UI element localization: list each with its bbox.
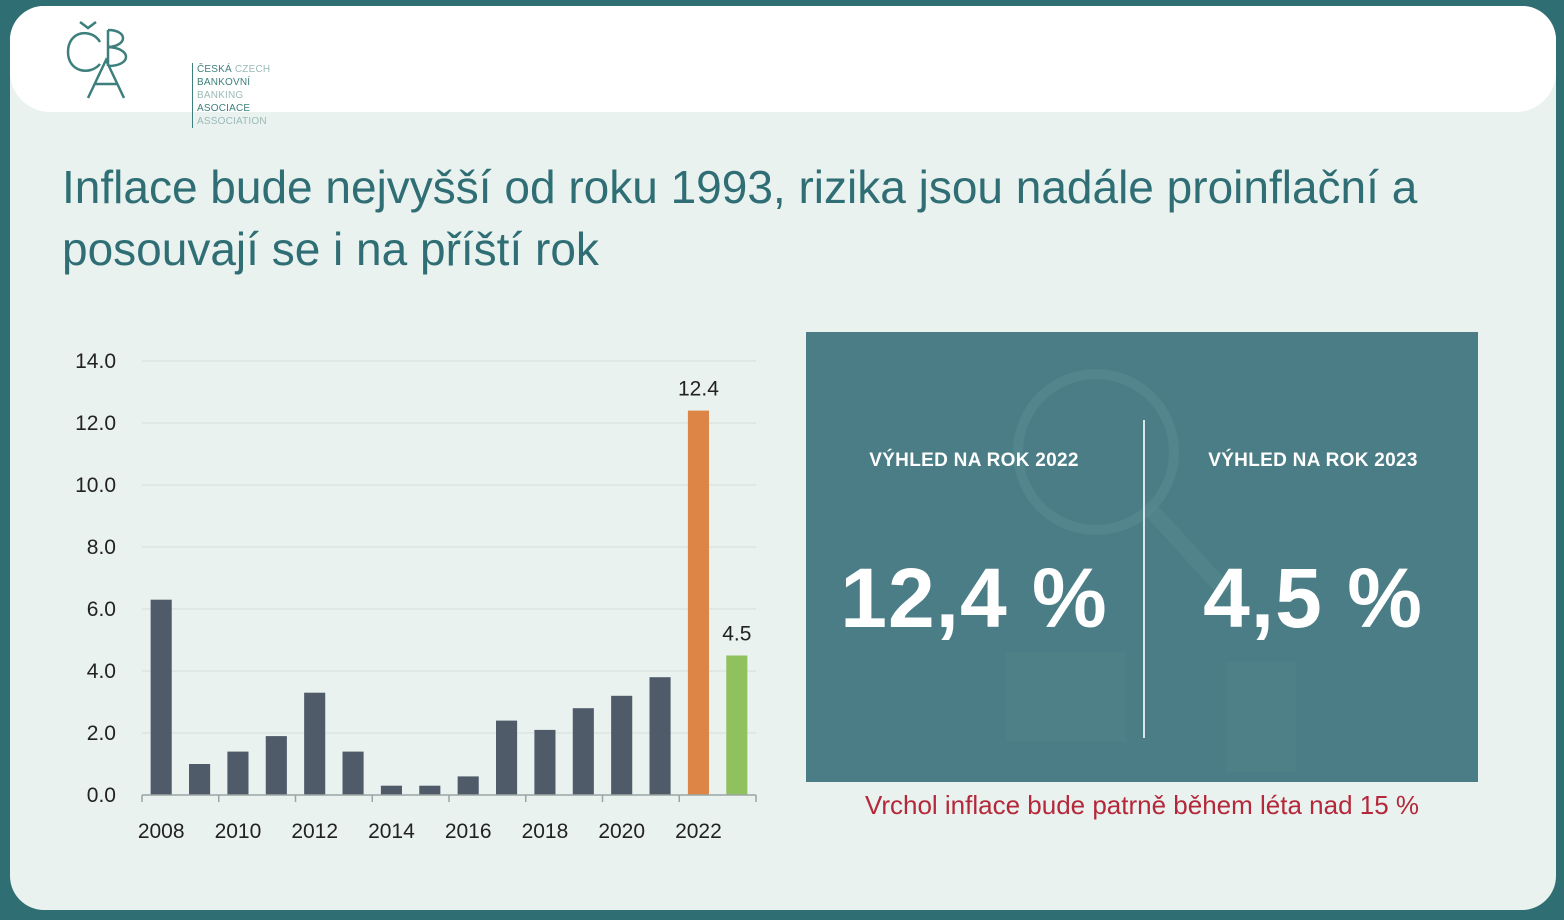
bar-2019 (572, 708, 594, 795)
inflation-bar-chart: 0.0 2.0 4.0 6.0 8.0 10.0 12.0 14.0 12.4 4.5 2008… (75, 350, 757, 843)
x-tick-label: 2014 (368, 820, 415, 843)
bar-2010 (227, 751, 249, 795)
outlook-2022-value: 12,4 % (840, 551, 1108, 645)
bar-2013 (342, 751, 364, 795)
outlook-2022: VÝHLED NA ROK 2022 12,4 % (806, 450, 1142, 647)
panel-divider (1143, 420, 1145, 738)
data-label-2023: 4.5 (722, 623, 751, 646)
logo-wordmark: ČESKÁ CZECH BANKOVNÍ BANKING ASOCIACE AS… (192, 63, 292, 128)
bar-2011 (265, 736, 287, 795)
bar-2020 (611, 695, 633, 795)
cba-monogram-icon (66, 21, 128, 99)
logo-line-3: ASOCIACE ASSOCIATION (197, 103, 267, 127)
x-tick-label: 2018 (522, 820, 569, 843)
bar-2009 (189, 764, 211, 795)
y-tick-label: 2.0 (87, 722, 116, 745)
outlook-2023-value: 4,5 % (1203, 551, 1423, 645)
outlook-2022-label: VÝHLED NA ROK 2022 (869, 450, 1079, 471)
x-tick-label: 2022 (675, 820, 722, 843)
bar-2008 (150, 599, 172, 795)
x-tick-label: 2008 (138, 820, 185, 843)
bar-2022 (687, 410, 709, 795)
y-tick-label: 10.0 (75, 474, 116, 497)
magnifier-background-icon (1006, 369, 1296, 772)
slide: ČESKÁ CZECH BANKOVNÍ BANKING ASOCIACE AS… (10, 6, 1556, 910)
bar-2017 (496, 720, 518, 795)
peak-inflation-note: Vrchol inflace bude patrně během léta na… (864, 790, 1420, 820)
bar-2015 (419, 785, 441, 795)
x-tick-label: 2012 (291, 820, 338, 843)
y-tick-label: 12.0 (75, 412, 116, 435)
cba-logo: ČESKÁ CZECH BANKOVNÍ BANKING ASOCIACE AS… (62, 18, 292, 128)
y-tick-label: 4.0 (87, 660, 116, 683)
bar-2023 (726, 655, 748, 795)
y-tick-label: 8.0 (87, 536, 116, 559)
bar-2018 (534, 729, 556, 795)
logo-line-1: ČESKÁ CZECH (197, 64, 271, 75)
x-tick-label: 2020 (598, 820, 645, 843)
outlook-2023-label: VÝHLED NA ROK 2023 (1208, 450, 1418, 471)
bar-2012 (304, 692, 326, 795)
y-tick-label: 0.0 (87, 784, 116, 807)
bar-2021 (649, 677, 671, 795)
outlook-panel: VÝHLED NA ROK 2022 12,4 % VÝHLED NA ROK … (806, 332, 1478, 782)
data-label-2022: 12.4 (678, 378, 719, 401)
slide-title: Inflace bude nejvyšší od roku 1993, rizi… (62, 161, 1418, 275)
header-bar: ČESKÁ CZECH BANKOVNÍ BANKING ASOCIACE AS… (10, 6, 1556, 128)
y-tick-label: 14.0 (75, 350, 116, 373)
logo-line-2: BANKOVNÍ BANKING (197, 77, 251, 101)
bar-2014 (380, 785, 402, 795)
x-tick-label: 2010 (215, 820, 262, 843)
y-tick-label: 6.0 (87, 598, 116, 621)
x-tick-label: 2016 (445, 820, 492, 843)
bar-2016 (457, 776, 479, 795)
outlook-2023: VÝHLED NA ROK 2023 4,5 % (1145, 450, 1478, 647)
